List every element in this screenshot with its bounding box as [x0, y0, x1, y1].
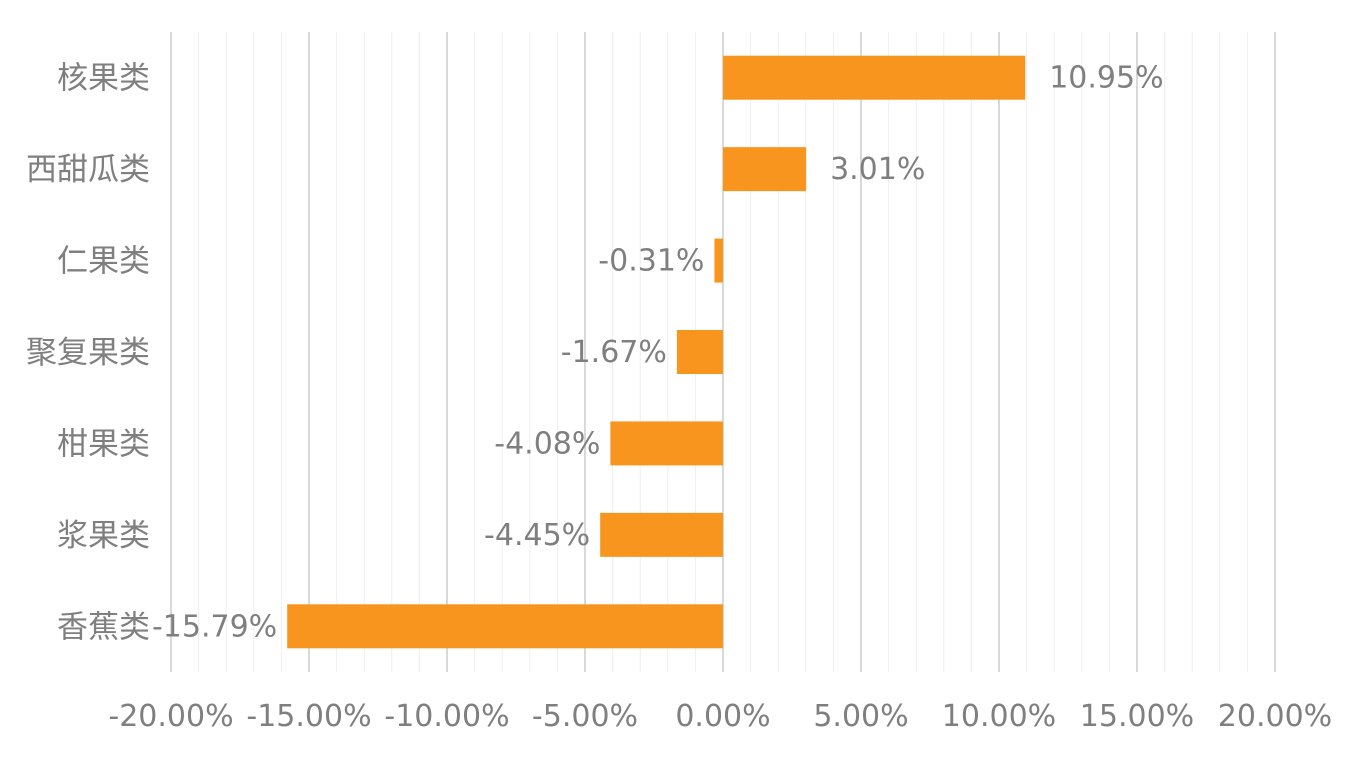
category-label: 西甜瓜类: [26, 152, 150, 188]
bar: [600, 512, 723, 557]
data-label: -0.31%: [598, 244, 704, 279]
category-label: 聚复果类: [26, 335, 150, 371]
data-label: -15.79%: [152, 609, 277, 644]
data-label: -4.08%: [494, 426, 600, 461]
bars: [287, 55, 1026, 649]
bar: [676, 330, 723, 374]
x-tick-label: 20.00%: [1218, 699, 1332, 734]
bar: [610, 421, 723, 466]
category-label: 核果类: [57, 61, 150, 97]
bar: [723, 55, 1026, 100]
category-label: 浆果类: [57, 518, 150, 554]
bar: [287, 604, 723, 649]
x-tick-label: 10.00%: [942, 699, 1056, 734]
data-label: -1.67%: [561, 335, 667, 370]
grid-lines: [170, 32, 1276, 672]
x-tick-label: -5.00%: [532, 699, 638, 734]
data-label: 3.01%: [830, 152, 925, 187]
category-label: 仁果类: [57, 244, 150, 280]
x-tick-label: -20.00%: [108, 699, 233, 734]
data-label: 10.95%: [1049, 61, 1163, 96]
x-tick-label: 0.00%: [675, 699, 770, 734]
category-label: 柑果类: [57, 426, 150, 462]
data-labels: 10.95% 3.01% -0.31% -1.67% -4.08% -4.45% -15.7…: [152, 61, 1164, 645]
bar: [723, 147, 807, 192]
value-axis: -20.00% -15.00% -10.00% -5.00% 0.00% 5.00% 10.…: [108, 699, 1332, 734]
category-label: 香蕉类: [57, 609, 150, 645]
x-tick-label: -10.00%: [384, 699, 509, 734]
x-tick-label: 15.00%: [1080, 699, 1194, 734]
x-tick-label: 5.00%: [813, 699, 908, 734]
data-label: -4.45%: [484, 518, 590, 553]
x-tick-label: -15.00%: [246, 699, 371, 734]
bar: [714, 238, 723, 283]
